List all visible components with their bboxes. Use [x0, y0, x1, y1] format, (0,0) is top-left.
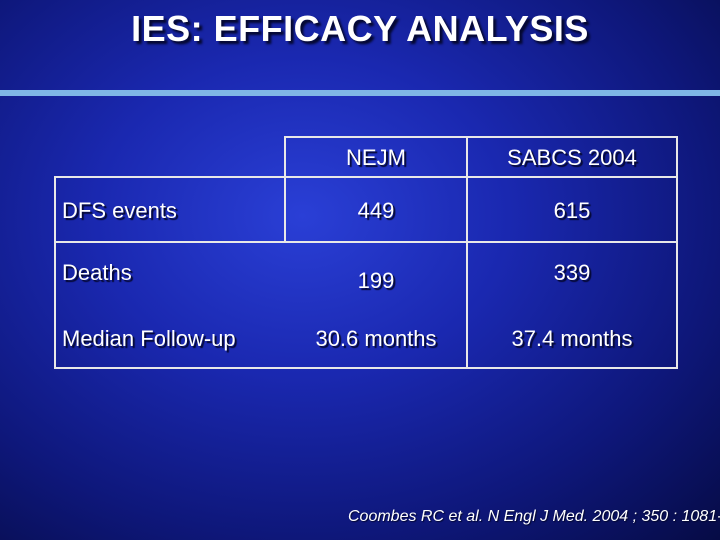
- table-divider: [54, 241, 678, 243]
- table-cell: 339: [553, 260, 591, 285]
- column-header-nejm: NEJM: [346, 145, 406, 170]
- table-cell: 199: [357, 268, 395, 293]
- efficacy-table: NEJM SABCS 2004 DFS events 449 615 Death…: [54, 136, 678, 369]
- citation: Coombes RC et al. N Engl J Med. 2004 ; 3…: [348, 508, 720, 525]
- table-cell: 37.4 months: [511, 326, 633, 351]
- table-cell: 615: [553, 198, 591, 223]
- row-label-dfs-events: DFS events: [62, 198, 177, 223]
- row-label-deaths: Deaths: [62, 260, 132, 285]
- table-divider: [466, 136, 468, 369]
- table-divider: [676, 136, 678, 369]
- slide-title: IES: EFFICACY ANALYSIS: [131, 8, 589, 49]
- title-divider: [0, 90, 720, 96]
- table-divider: [284, 136, 678, 138]
- table-cell: 30.6 months: [315, 326, 437, 351]
- table-divider: [54, 176, 678, 178]
- row-label-median-follow-up: Median Follow-up: [62, 326, 236, 351]
- table-divider: [54, 367, 678, 369]
- table-divider: [54, 176, 56, 369]
- table-divider: [284, 136, 286, 243]
- table-cell: 449: [357, 198, 395, 223]
- column-header-sabcs: SABCS 2004: [507, 145, 637, 170]
